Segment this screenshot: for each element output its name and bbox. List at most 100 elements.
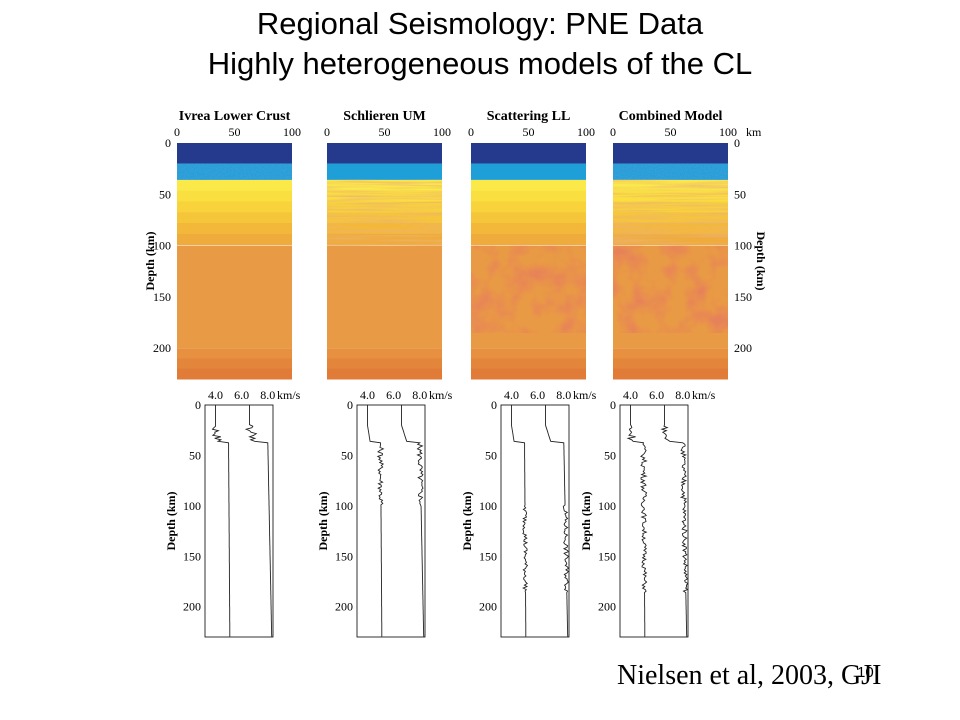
velocity-unit: km/s	[573, 388, 597, 402]
vs-trace	[367, 405, 385, 637]
top-axis-tick-label: 0	[610, 125, 616, 139]
deep-band	[613, 358, 728, 370]
top-axis-tick-label: 100	[719, 125, 737, 139]
vp-trace	[244, 405, 273, 637]
top-axis-tick-label: 100	[433, 125, 451, 139]
trace-frame	[356, 404, 426, 638]
schlieren-texture	[327, 179, 442, 246]
velocity-tick-label: 4.0	[360, 388, 375, 402]
depth-tick-label: 0	[165, 136, 171, 150]
velocity-panel-1: 4.0 6.0 8.0 km/s 0 50 100 150 200 Depth (km)	[164, 388, 301, 638]
panel-title: Combined Model	[619, 109, 723, 124]
velocity-tick-label: 8.0	[412, 388, 427, 402]
velocity-tick-label: 8.0	[556, 388, 571, 402]
depth-tick-label: 0	[347, 398, 353, 412]
depth-tick-label: 50	[485, 448, 497, 462]
depth-axis-label: Depth (km)	[316, 491, 330, 550]
model-panel-2: Schlieren UM 0 50 100	[324, 109, 451, 380]
depth-tick-label: 50	[189, 448, 201, 462]
crust-band	[471, 233, 586, 246]
depth-tick-label: 100	[153, 239, 171, 253]
deep-band	[177, 348, 292, 359]
velocity-tick-label: 6.0	[234, 388, 249, 402]
schlieren-texture	[613, 179, 728, 246]
depth-tick-label: 100	[598, 499, 616, 513]
mantle-block	[177, 245, 292, 349]
depth-axis-label: Depth (km)	[164, 491, 178, 550]
deep-band	[327, 358, 442, 370]
deep-band	[177, 368, 292, 380]
velocity-panel-2: 4.0 6.0 8.0 km/s 0 50 100 150 200 Depth (km)	[316, 388, 453, 638]
mantle-block	[327, 245, 442, 349]
page-number: 10	[857, 664, 874, 681]
depth-tick-label: 200	[479, 600, 497, 614]
trace-frame	[619, 404, 689, 638]
depth-tick-label: 100	[335, 499, 353, 513]
crust-band	[177, 233, 292, 246]
top-axis-unit: km	[746, 125, 762, 139]
velocity-unit: km/s	[429, 388, 453, 402]
ivrea-texture	[177, 163, 292, 180]
velocity-panel-4: 4.0 6.0 8.0 km/s 0 50 100 150 200 Depth (km)	[579, 388, 716, 638]
top-axis-tick-label: 0	[174, 125, 180, 139]
crust-band	[471, 223, 586, 235]
citation: Nielsen et al, 2003, GJI	[617, 660, 882, 691]
vs-trace	[511, 405, 529, 637]
depth-tick-label: 200	[598, 600, 616, 614]
crust-band	[177, 223, 292, 235]
velocity-unit: km/s	[277, 388, 301, 402]
crust-band	[471, 201, 586, 213]
blue-layer	[327, 163, 442, 180]
depth-tick-label: 0	[491, 398, 497, 412]
trace-frame	[204, 404, 274, 638]
blue-layer	[471, 163, 586, 180]
velocity-panel-3: 4.0 6.0 8.0 km/s 0 50 100 150 200 Depth (km)	[460, 388, 597, 638]
depth-tick-label: 150	[598, 549, 616, 563]
depth-axis-label: Depth (km)	[754, 232, 768, 291]
crust-band	[177, 179, 292, 192]
depth-tick-label: 200	[335, 600, 353, 614]
velocity-tick-label: 4.0	[623, 388, 638, 402]
depth-tick-label: 0	[734, 136, 740, 150]
deep-band	[177, 358, 292, 370]
depth-tick-label: 150	[153, 290, 171, 304]
slide-title-line1: Regional Seismology: PNE Data	[256, 6, 704, 41]
velocity-tick-label: 4.0	[504, 388, 519, 402]
panel-title: Scattering LL	[487, 109, 571, 124]
navy-layer	[471, 143, 586, 164]
crust-band	[177, 201, 292, 213]
top-axis-tick-label: 100	[283, 125, 301, 139]
model-panel-3: Scattering LL 0 50 100	[468, 109, 595, 380]
top-axis-tick-label: 50	[523, 125, 535, 139]
navy-layer	[613, 143, 728, 164]
depth-tick-label: 200	[183, 600, 201, 614]
scattering-texture	[613, 245, 728, 333]
depth-tick-label: 0	[195, 398, 201, 412]
vs-trace	[211, 405, 231, 637]
deep-band	[327, 348, 442, 359]
deep-band	[327, 368, 442, 380]
depth-tick-label: 50	[604, 448, 616, 462]
scattering-texture	[471, 245, 586, 333]
depth-tick-label: 50	[341, 448, 353, 462]
deep-band	[471, 368, 586, 380]
depth-tick-label: 100	[479, 499, 497, 513]
depth-tick-label: 0	[610, 398, 616, 412]
depth-tick-label: 100	[734, 239, 752, 253]
depth-tick-label: 100	[183, 499, 201, 513]
crust-band	[471, 212, 586, 224]
crust-band	[177, 212, 292, 224]
deep-band	[613, 368, 728, 380]
top-axis-tick-label: 0	[468, 125, 474, 139]
crust-band	[471, 179, 586, 192]
depth-tick-label: 200	[734, 341, 752, 355]
panel-title: Ivrea Lower Crust	[179, 109, 291, 124]
velocity-tick-label: 6.0	[649, 388, 664, 402]
deep-band	[471, 348, 586, 359]
ivrea-texture	[613, 163, 728, 180]
depth-tick-label: 150	[183, 549, 201, 563]
velocity-tick-label: 6.0	[530, 388, 545, 402]
depth-axis-label: Depth (km)	[143, 231, 157, 290]
